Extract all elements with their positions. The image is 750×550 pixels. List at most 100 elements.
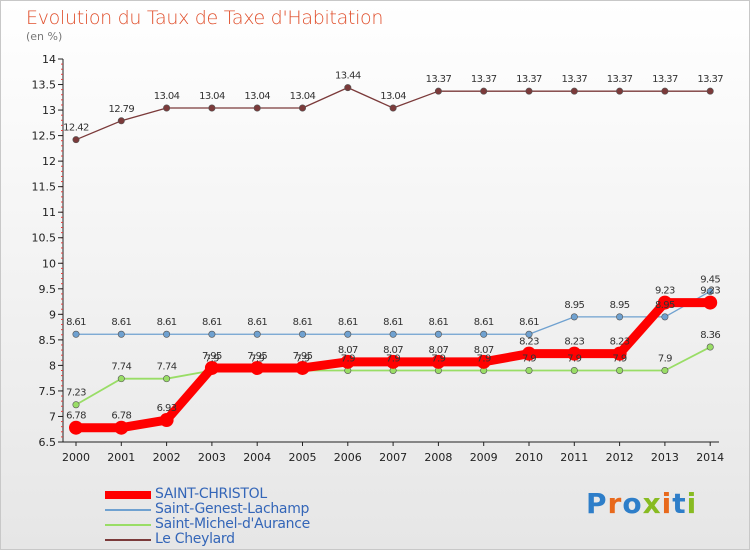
y-tick-label: 14 [42,53,56,66]
data-point [706,343,714,351]
data-label: 6.93 [157,403,177,414]
data-label: 7.9 [250,354,264,365]
data-point [117,330,125,338]
x-tick-label: 2005 [289,451,317,464]
y-tick-label: 10 [42,257,56,270]
data-point [525,367,533,375]
x-tick-label: 2010 [515,451,543,464]
data-label: 7.9 [522,354,536,365]
data-point [295,360,310,375]
data-label: 13.37 [561,74,587,85]
data-label: 7.74 [157,362,177,373]
data-point [204,360,219,375]
data-point [389,104,397,112]
data-label: 13.37 [516,74,542,85]
data-label: 13.37 [697,74,723,85]
brand-letter: x [642,487,662,520]
data-label: 7.95 [202,351,222,362]
data-point [431,354,446,369]
y-tick-label: 7.5 [39,385,57,398]
data-label: 8.23 [519,337,539,348]
x-tick-label: 2014 [696,451,724,464]
data-label: 8.61 [111,317,131,328]
data-point [114,420,129,435]
data-point [434,330,442,338]
data-point [661,87,669,95]
data-label: 13.04 [244,91,270,102]
data-label: 7.95 [247,351,267,362]
data-point [386,354,401,369]
data-point [612,346,627,361]
legend-swatch [105,524,151,526]
data-point [163,330,171,338]
data-label: 7.9 [567,354,581,365]
x-tick-label: 2001 [107,451,135,464]
x-tick-label: 2008 [424,451,452,464]
data-label: 8.07 [428,345,448,356]
data-label: 7.95 [293,351,313,362]
data-point [703,295,718,310]
data-label: 8.36 [700,330,720,341]
data-point [525,87,533,95]
data-label: 8.95 [610,300,630,311]
x-tick-label: 2012 [606,451,634,464]
y-tick-label: 13 [42,104,56,117]
data-label: 12.42 [63,123,89,134]
data-point [208,330,216,338]
data-label: 9.23 [655,286,675,297]
y-tick-label: 13.5 [32,79,57,92]
x-tick-label: 2000 [62,451,90,464]
data-point [522,346,536,361]
data-point [163,104,171,112]
y-tick-label: 8 [49,359,56,372]
data-point [476,354,491,369]
data-label: 7.9 [613,354,627,365]
x-tick-label: 2009 [470,451,498,464]
data-label: 6.78 [111,411,131,422]
y-tick-label: 6.5 [39,436,57,449]
data-point [480,87,488,95]
legend-label: Le Cheylard [155,531,235,547]
data-label: 8.23 [564,337,584,348]
brand-letter: t [672,487,687,520]
data-point [661,367,669,375]
y-tick-label: 7 [49,410,56,423]
data-point [706,287,714,295]
data-label: 8.61 [338,317,358,328]
y-tick-label: 10.5 [32,232,57,245]
data-label: 7.9 [205,354,219,365]
data-point [570,313,578,321]
data-label: 8.61 [202,317,222,328]
data-point [163,375,171,383]
data-label: 13.44 [335,71,361,82]
data-label: 8.61 [293,317,313,328]
data-label: 8.61 [157,317,177,328]
x-tick-label: 2003 [198,451,226,464]
data-point [661,313,669,321]
data-label: 13.04 [199,91,225,102]
legend-swatch [105,491,151,499]
data-label: 7.9 [658,354,672,365]
data-label: 8.61 [66,317,86,328]
data-point [434,87,442,95]
data-point [344,330,352,338]
data-label: 7.74 [111,362,131,373]
data-label: 8.95 [655,300,675,311]
data-label: 8.95 [564,300,584,311]
y-tick-label: 11.5 [32,181,57,194]
data-point [616,367,624,375]
chart-title: Evolution du Taux de Taxe d'Habitation [26,7,384,29]
legend-swatch [105,539,151,541]
data-label: 13.37 [652,74,678,85]
legend-swatch [105,509,151,511]
brand-letter: P [586,487,608,520]
brand-logo: Proxiti [586,487,697,520]
data-label: 9.45 [700,274,720,285]
data-label: 8.07 [338,345,358,356]
y-tick-label: 12 [42,155,56,168]
data-label: 7.9 [386,354,400,365]
data-label: 12.79 [108,104,134,115]
brand-letter: r [607,487,623,520]
